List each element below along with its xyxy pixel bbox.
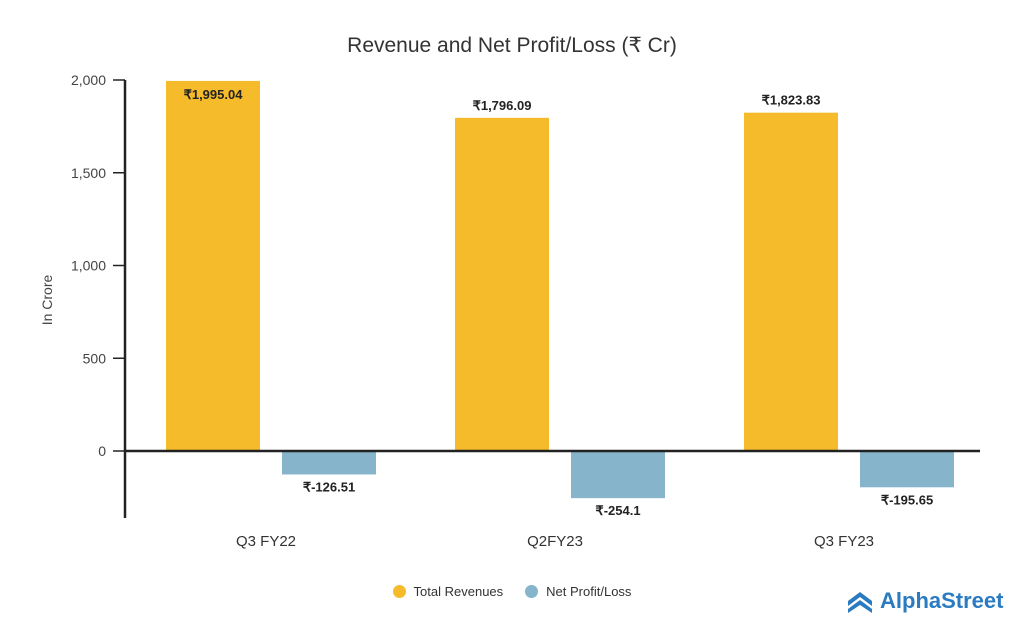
y-tick-label: 0 <box>98 443 106 459</box>
bar-net-profit <box>571 451 665 499</box>
legend-swatch <box>525 585 539 598</box>
x-tick-label: Q3 FY22 <box>236 533 296 550</box>
legend: Total Revenues Net Profit/Loss <box>0 584 1024 599</box>
data-label: ₹-126.51 <box>303 479 355 494</box>
y-tick-label: 500 <box>83 350 107 366</box>
bar-revenue <box>744 112 838 451</box>
data-label: ₹1,796.09 <box>473 98 532 113</box>
bar-net-profit <box>282 451 376 475</box>
data-label: ₹-195.65 <box>881 492 933 507</box>
legend-label: Net Profit/Loss <box>546 584 632 599</box>
legend-item-net-profit-loss[interactable]: Net Profit/Loss <box>525 584 631 599</box>
chevron-logo-icon <box>848 592 872 613</box>
brand-name: AlphaStreet <box>880 588 1004 613</box>
legend-swatch <box>392 585 406 598</box>
x-tick-label: Q3 FY23 <box>814 533 874 550</box>
legend-item-total-revenues[interactable]: Total Revenues <box>392 584 504 599</box>
bar-net-profit <box>860 451 954 488</box>
y-tick-label: 2,000 <box>71 72 106 88</box>
y-tick-label: 1,500 <box>71 165 106 181</box>
data-label: ₹1,995.04 <box>184 87 244 102</box>
bar-revenue <box>166 80 260 452</box>
data-label: ₹-254.1 <box>595 503 640 518</box>
chart-title: Revenue and Net Profit/Loss (₹ Cr) <box>347 34 677 57</box>
alphastreet-logo: AlphaStreet <box>846 588 1003 614</box>
y-axis-label: In Crore <box>39 275 55 326</box>
x-tick-label: Q2FY23 <box>527 533 583 550</box>
legend-label: Total Revenues <box>413 584 504 599</box>
bar-revenue <box>455 117 549 451</box>
data-label: ₹1,823.83 <box>762 93 821 108</box>
y-tick-label: 1,000 <box>71 258 106 274</box>
